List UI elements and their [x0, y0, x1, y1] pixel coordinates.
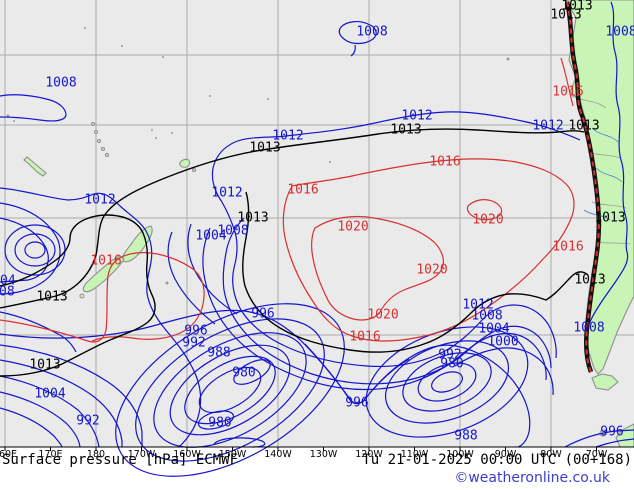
isobar-label-1016: 1016	[287, 182, 319, 198]
isobar-label-1013: 1013	[390, 122, 422, 138]
longitude-tick-140W: 140W	[264, 449, 292, 460]
copyright-watermark: ©weatheronline.co.uk	[454, 470, 610, 486]
isobars-reference-1013	[0, 128, 589, 377]
isobar-label-1016: 1016	[429, 154, 461, 170]
isobar-label-1004: 1004	[0, 273, 16, 289]
isobar-label-1013: 1013	[36, 289, 68, 305]
isobar-label-1008: 1008	[605, 24, 634, 40]
isobar-label-1013: 1013	[561, 0, 593, 14]
isobar-label-1008: 1008	[356, 24, 388, 40]
isobar-label-1016: 1016	[552, 84, 584, 100]
longitude-tick-170W: 170W	[127, 449, 156, 460]
longitude-tick-170E: 170E	[38, 449, 63, 460]
island-specks	[6, 27, 510, 285]
isobar-label-992: 992	[76, 413, 100, 429]
isobar-label-992: 992	[438, 347, 462, 363]
isobar-label-1000: 1000	[487, 334, 519, 350]
isobar-label-1012: 1012	[462, 297, 494, 313]
isobar-label-996: 996	[600, 424, 624, 440]
longitude-tick-160W: 160W	[173, 449, 201, 460]
datetime-caption: Tu 21-01-2025 00:00 UTC (00+168)	[362, 452, 632, 468]
longitude-tick-80W: 80W	[540, 449, 562, 460]
longitude-tick-130W: 130W	[309, 449, 338, 460]
new-caledonia	[23, 156, 47, 177]
isobar-label-1013: 1013	[568, 118, 600, 134]
isobar-label-980: 980	[208, 415, 232, 431]
longitude-tick-160E: 160E	[0, 449, 18, 460]
ocean-background	[0, 0, 634, 447]
isobar-label-1008: 1008	[573, 320, 605, 336]
isobar-label-1013: 1013	[29, 357, 61, 373]
isobar-label-1013: 1013	[237, 210, 269, 226]
isobar-label-996: 996	[251, 306, 275, 322]
isobar-label-1004: 1004	[195, 228, 227, 244]
isobar-label-996: 996	[184, 323, 208, 339]
isobar-label-1012: 1012	[84, 192, 116, 208]
longitude-tick-90W: 90W	[494, 449, 517, 460]
isobar-label-1012: 1012	[272, 128, 304, 144]
isobar-label-988: 988	[454, 428, 478, 444]
isobar-label-1016: 1016	[552, 239, 584, 255]
isobars-above-reference	[0, 57, 575, 343]
isobar-label-1020: 1020	[367, 307, 399, 323]
longitude-tick-100W: 100W	[446, 449, 474, 460]
isobar-label-1004: 1004	[478, 321, 510, 337]
fiji	[179, 158, 191, 168]
longitude-tick-150W: 150W	[218, 449, 247, 460]
isobar-label-988: 988	[207, 345, 231, 361]
isobar-label-1008: 1008	[45, 75, 77, 91]
longitude-tick-110W: 110W	[400, 449, 429, 460]
isobar-label-1020: 1020	[337, 219, 369, 235]
isobar-label-1013: 1013	[550, 7, 582, 23]
map-frame-and-ticks	[0, 446, 634, 451]
isobar-label-1016: 1016	[90, 253, 122, 269]
product-caption: Surface pressure [hPa] ECMWF	[2, 452, 239, 468]
graticule-grid	[0, 0, 634, 447]
isobar-label-1013: 1013	[249, 140, 281, 156]
isobar-label-1012: 1012	[401, 108, 433, 124]
longitude-tick-120W: 120W	[355, 449, 383, 460]
isobar-label-1004: 1004	[34, 386, 66, 402]
isobar-label-996: 996	[345, 395, 369, 411]
andes-mountain-band	[564, 1, 602, 373]
isobar-label-1008: 1008	[0, 284, 15, 300]
isobar-label-1020: 1020	[416, 262, 448, 278]
isobar-label-1008: 1008	[471, 308, 503, 324]
tierra-del-fuego	[591, 373, 619, 391]
isobar-label-1008: 1008	[217, 223, 249, 239]
longitude-tick-180: 180	[86, 449, 106, 460]
isobar-label-980: 980	[440, 356, 464, 372]
isobar-label-1016: 1016	[349, 329, 381, 345]
isobar-label-1020: 1020	[472, 212, 504, 228]
longitude-tick-70W: 70W	[585, 449, 608, 460]
isobar-label-992: 992	[182, 335, 206, 351]
isobar-label-1012: 1012	[211, 185, 243, 201]
isobar-label-1013: 1013	[574, 272, 606, 288]
isobar-label-1012: 1012	[532, 118, 564, 134]
new-zealand-south-island	[82, 255, 125, 293]
isobar-label-1013: 1013	[594, 210, 626, 226]
isobar-label-980: 980	[232, 365, 256, 381]
